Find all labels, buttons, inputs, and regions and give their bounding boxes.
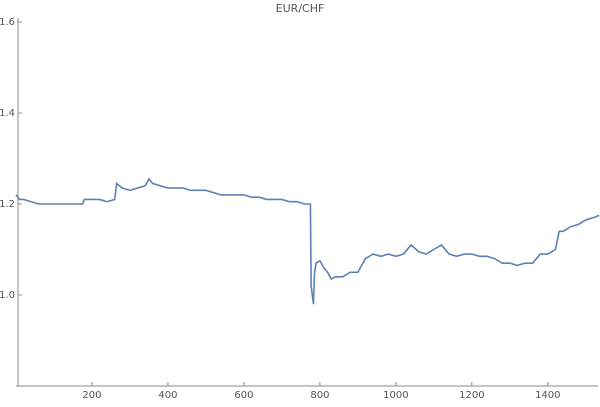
- line: [15, 177, 600, 305]
- x-tick-label: 1400: [535, 390, 560, 401]
- x-tick-label: 1200: [459, 390, 484, 401]
- x-tick-label: 200: [82, 390, 101, 401]
- x-tick-label: 600: [234, 390, 253, 401]
- x-tick-label: 800: [310, 390, 329, 401]
- x-tick-label: 400: [158, 390, 177, 401]
- x-tick-label: 1000: [383, 390, 408, 401]
- y-tick-label: 1.4: [0, 108, 15, 119]
- y-tick-label: 1.6: [0, 17, 15, 28]
- chart-title: EUR/CHF: [276, 2, 325, 15]
- y-tick-label: 1.0: [0, 290, 15, 301]
- y-tick-label: 1.2: [0, 199, 15, 210]
